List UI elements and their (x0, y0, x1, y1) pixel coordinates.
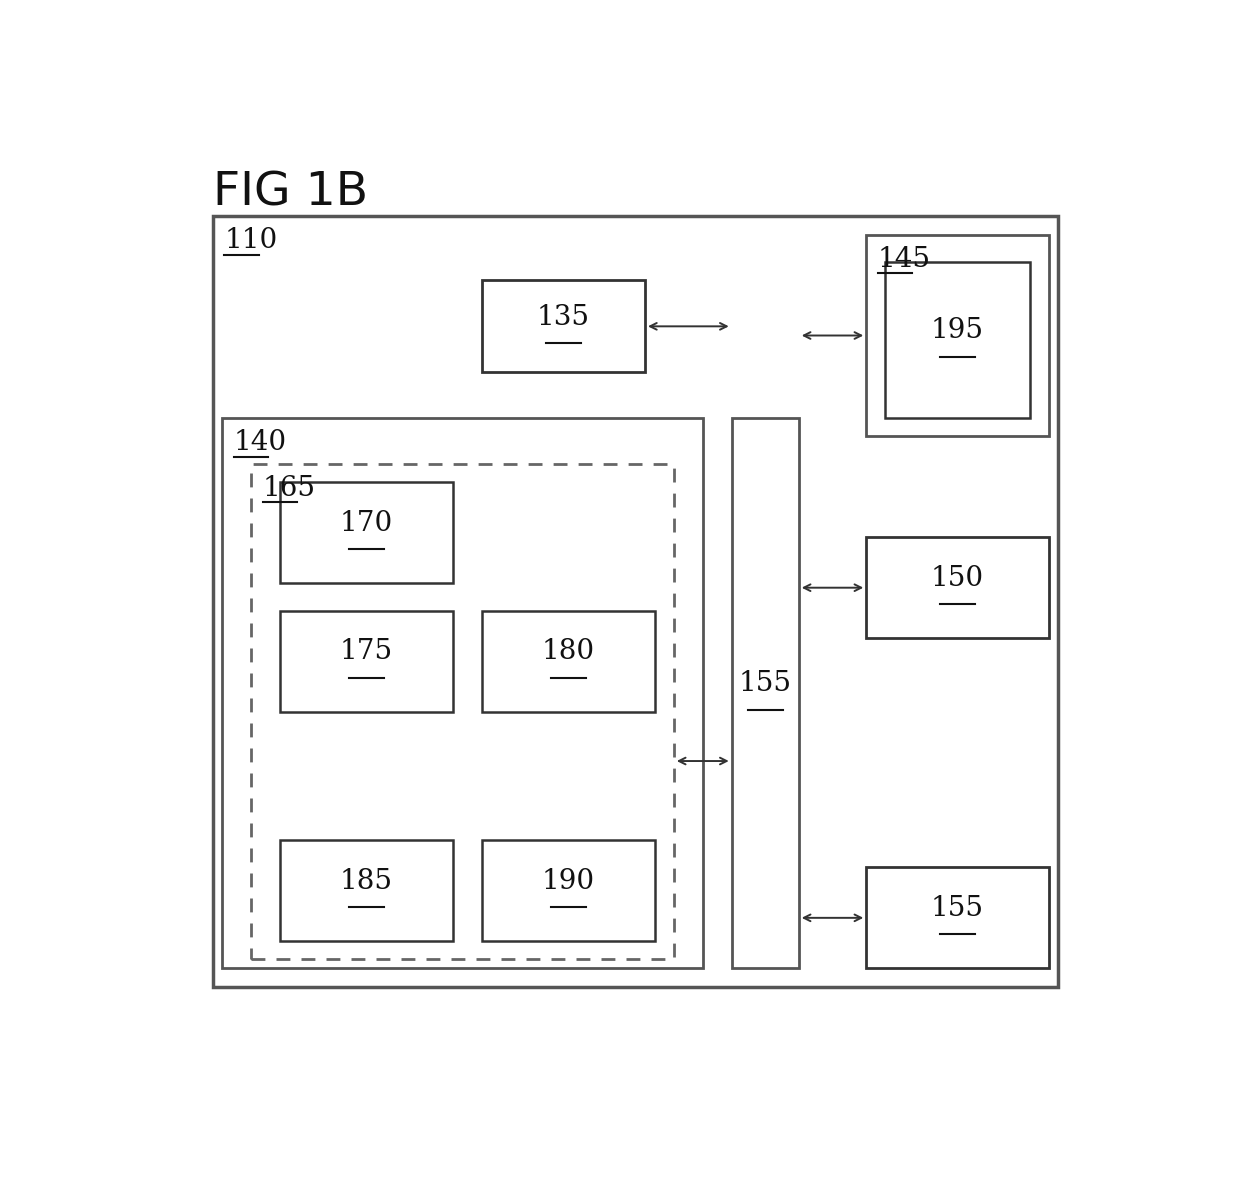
Bar (732, 418, 799, 968)
Bar (222, 418, 703, 968)
Text: 170: 170 (340, 510, 393, 537)
Bar (866, 235, 1049, 436)
Bar (866, 867, 1049, 968)
Bar (885, 262, 1029, 418)
Bar (280, 482, 453, 584)
Text: 155: 155 (739, 671, 791, 698)
Text: 150: 150 (931, 565, 985, 592)
Text: 195: 195 (931, 318, 983, 344)
Bar (250, 463, 675, 959)
Bar (213, 217, 1058, 986)
Text: 145: 145 (878, 245, 931, 273)
Bar (481, 611, 655, 711)
Bar (481, 840, 655, 941)
Bar (866, 537, 1049, 638)
Text: 155: 155 (931, 896, 983, 922)
Text: 175: 175 (340, 638, 393, 666)
Text: 185: 185 (340, 868, 393, 894)
Text: 190: 190 (542, 868, 595, 894)
Bar (280, 840, 453, 941)
Text: FIG 1B: FIG 1B (213, 170, 368, 216)
Bar (481, 281, 645, 372)
Text: 165: 165 (263, 475, 316, 501)
Text: 135: 135 (537, 304, 590, 331)
Bar (280, 611, 453, 711)
Text: 110: 110 (224, 227, 278, 255)
Text: 140: 140 (234, 429, 286, 456)
Text: 180: 180 (542, 638, 595, 666)
